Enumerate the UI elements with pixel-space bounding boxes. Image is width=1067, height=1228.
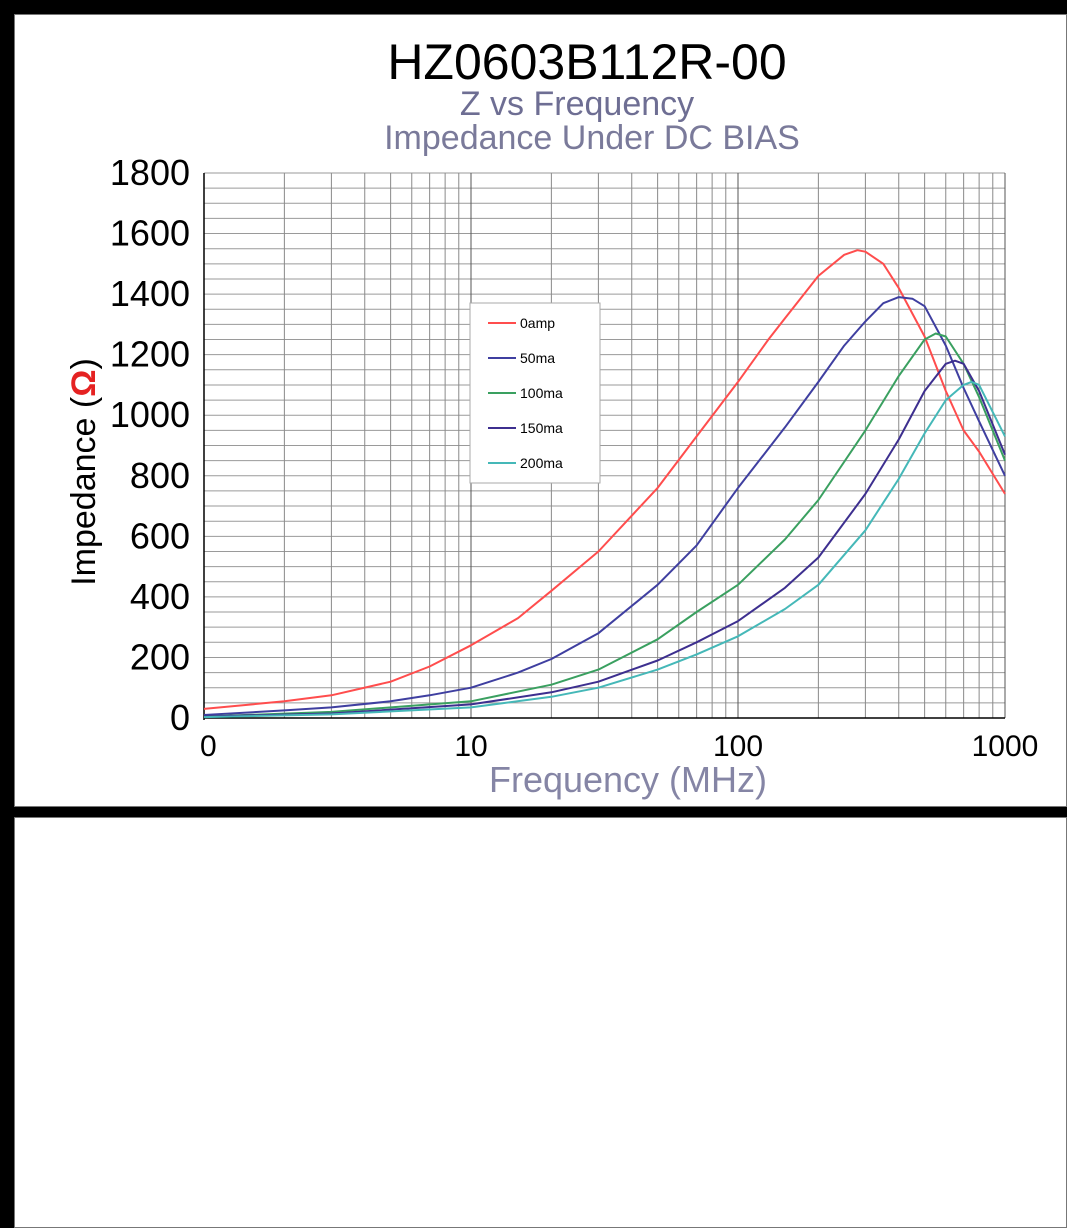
axes: 0 200 400 600 800 1000 1200 1400 1600 1800 0 10 100 1… <box>110 152 1038 763</box>
impedance-chart: HZ0603B112R-00 Z vs Frequency Impedance … <box>65 34 1038 800</box>
y-axis-label: Impedance (Ω) <box>65 358 103 586</box>
legend-label: 100ma <box>520 385 563 401</box>
chart-subtitle-line-2: Impedance Under DC BIAS <box>384 119 800 157</box>
series-line-50ma <box>203 296 1006 716</box>
x-tick-label: 0 <box>200 730 217 763</box>
y-tick-label: 1800 <box>110 152 190 193</box>
legend-label: 150ma <box>520 420 563 436</box>
y-tick-label: 1600 <box>110 213 190 254</box>
legend-label: 0amp <box>520 315 555 331</box>
y-tick-label: 1400 <box>110 273 190 314</box>
chart-title: HZ0603B112R-00 <box>387 34 786 90</box>
series-line-100ma <box>203 332 1006 718</box>
y-tick-label: 1200 <box>110 334 190 375</box>
legend: 0amp 50ma 100ma 150ma 200ma <box>469 302 601 484</box>
legend-label: 50ma <box>520 350 555 366</box>
x-tick-label: 100 <box>713 730 763 763</box>
legend-label: 200ma <box>520 455 563 471</box>
series-line-200ma <box>203 380 1006 719</box>
chart-subtitle-line-1: Z vs Frequency <box>460 85 694 123</box>
x-tick-label: 10 <box>454 730 487 763</box>
y-tick-label: 400 <box>130 576 190 617</box>
series-lines <box>203 249 1006 719</box>
series-line-150ma <box>203 359 1006 718</box>
y-tick-label: 1000 <box>110 394 190 435</box>
y-tick-label: 800 <box>130 455 190 496</box>
series-line-0amp <box>203 249 1006 710</box>
x-tick-label: 1000 <box>972 730 1039 763</box>
grid-lines <box>203 172 1006 719</box>
y-axis-label-close: ) <box>65 358 103 369</box>
y-tick-label: 200 <box>130 636 190 677</box>
y-axis-label-text: Impedance ( <box>65 396 103 586</box>
y-tick-label: 600 <box>130 515 190 556</box>
chart-cell: HZ0603B112R-00 Z vs Frequency Impedance … <box>14 14 1067 807</box>
empty-cell <box>14 817 1067 1228</box>
x-axis-label: Frequency (MHz) <box>489 759 767 800</box>
y-tick-label: 0 <box>170 697 190 738</box>
ohm-symbol: Ω <box>65 370 103 397</box>
